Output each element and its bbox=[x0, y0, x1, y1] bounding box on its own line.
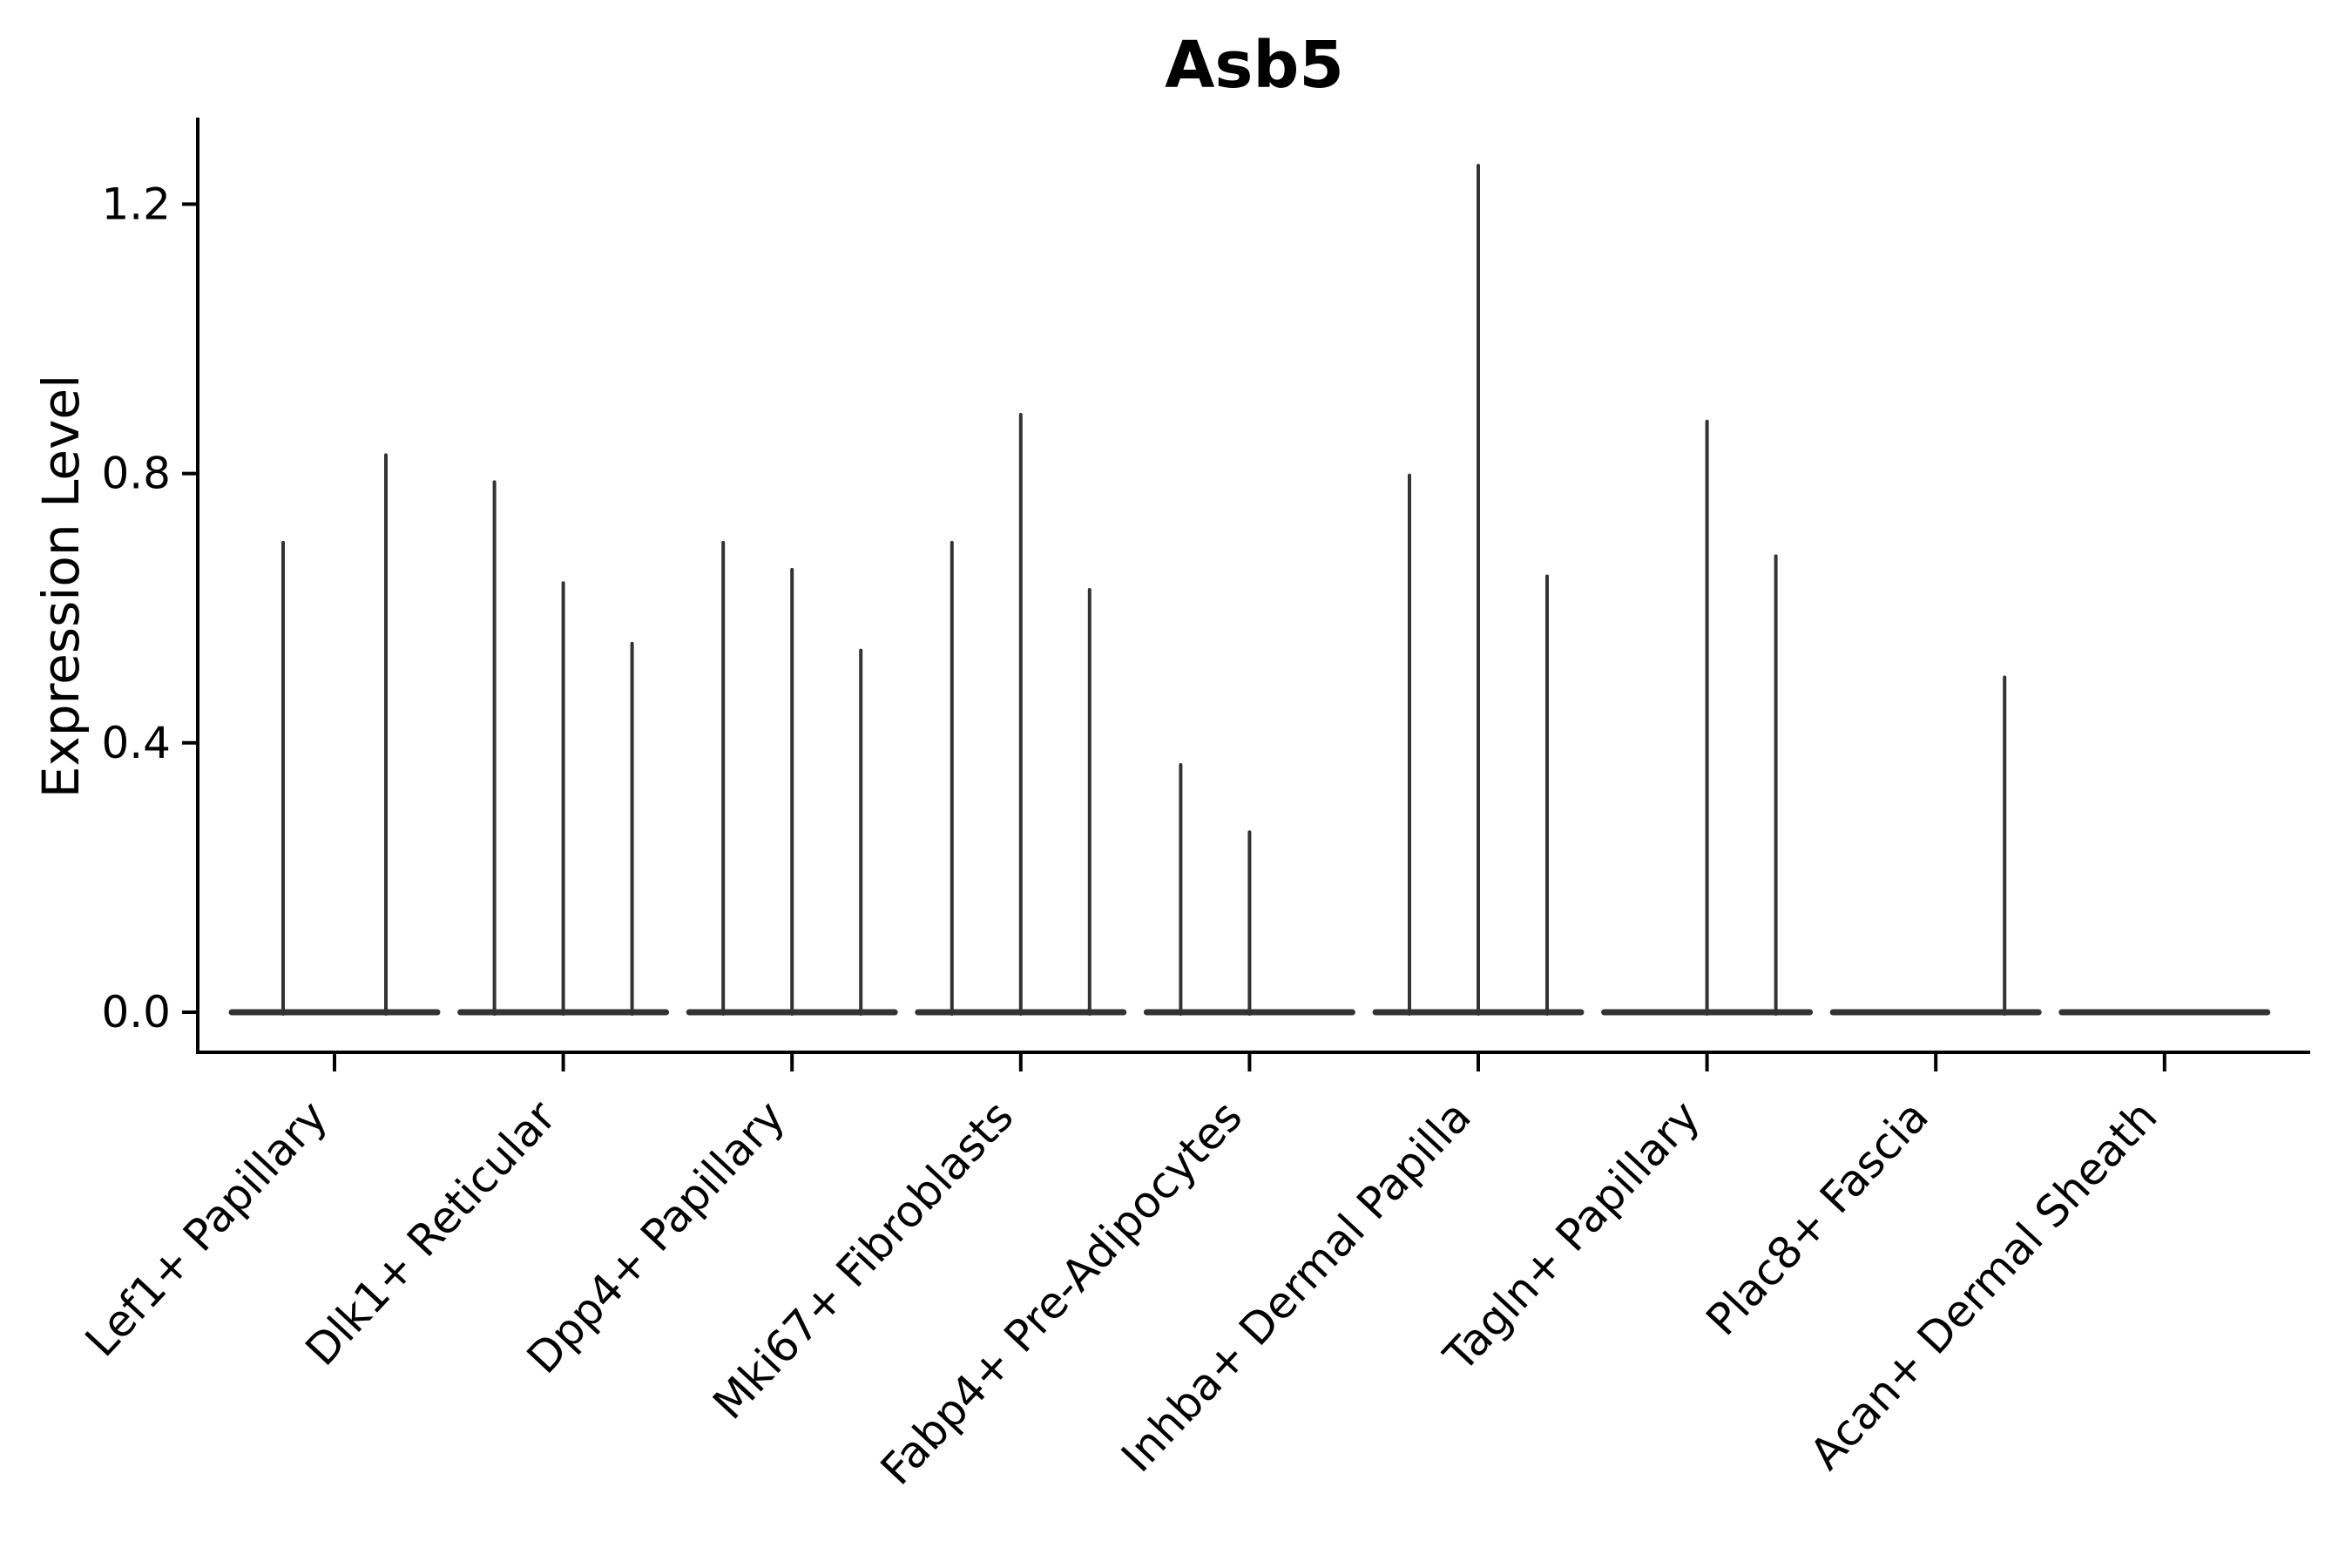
y-tick-label: 1.2 bbox=[101, 179, 171, 229]
y-axis-label: Expression Level bbox=[31, 375, 91, 798]
x-tick-label: Dpp4+ Papillary bbox=[517, 1092, 794, 1383]
y-tick-label: 0.8 bbox=[101, 449, 171, 499]
y-tick-label: 0.0 bbox=[101, 987, 171, 1037]
violin-layer bbox=[228, 164, 2271, 1016]
x-tick-label: Fabp4+ Pre-Adipocytes bbox=[871, 1092, 1252, 1495]
x-tick-label: Plac8+ Fascia bbox=[1697, 1092, 1938, 1346]
x-tick-label: Dlk1+ Reticular bbox=[296, 1091, 566, 1375]
axes-layer: 0.0 0.4 0.8 1.2 bbox=[101, 118, 2310, 1071]
x-tick-label: Tagln+ Papillary bbox=[1434, 1092, 1709, 1382]
x-tick-label: Lef1+ Papillary bbox=[76, 1092, 337, 1367]
y-tick-label: 0.4 bbox=[101, 718, 171, 768]
chart-title: Asb5 bbox=[1165, 28, 1344, 103]
